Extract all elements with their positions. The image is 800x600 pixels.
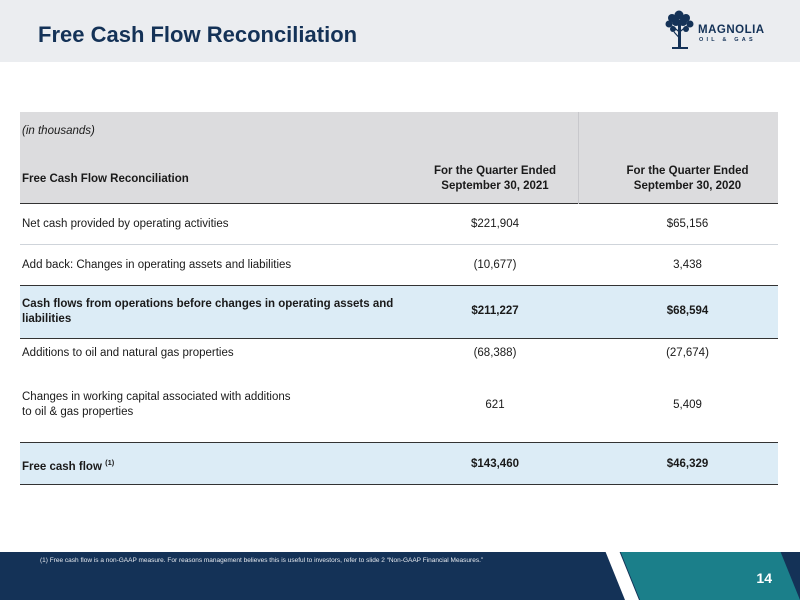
slide-footer: (1) Free cash flow is a non-GAAP measure… [0, 552, 800, 600]
logo-subtitle: OIL & GAS [699, 37, 756, 43]
slide-header: Free Cash Flow Reconciliation [0, 0, 800, 62]
column-header-2020-line2: September 30, 2020 [633, 180, 742, 192]
column-header-2021-line2: September 30, 2021 [441, 180, 549, 192]
footnote: (1) Free cash flow is a non-GAAP measure… [40, 557, 484, 564]
table-row: Net cash provided by operating activitie… [20, 204, 778, 245]
table-header: (in thousands) Free Cash Flow Reconcilia… [20, 112, 778, 204]
column-header-2020: For the Quarter Ended September 30, 2020 [597, 164, 778, 194]
value-2020: 5,409 [673, 399, 702, 411]
value-2020: (27,674) [666, 347, 709, 359]
units-note: (in thousands) [22, 125, 95, 137]
table-row: Changes in working capital associated wi… [20, 369, 778, 443]
table-row: Additions to oil and natural gas propert… [20, 339, 778, 369]
column-divider [578, 112, 579, 204]
table-row-highlight: Cash flows from operations before change… [20, 286, 778, 339]
row-label: Cash flows from operations before change… [22, 298, 394, 325]
table-row-total: Free cash flow (1) $143,460 $46,329 [20, 443, 778, 485]
value-2021: (10,677) [473, 259, 517, 271]
value-2021: (68,388) [473, 347, 517, 359]
value-2020: $65,156 [666, 218, 709, 230]
page-number: 14 [756, 570, 772, 586]
reconciliation-table: (in thousands) Free Cash Flow Reconcilia… [20, 112, 778, 485]
value-2021: $143,460 [471, 458, 519, 470]
value-2020: $46,329 [666, 458, 709, 470]
value-2021: $221,904 [471, 218, 519, 230]
table-row: Add back: Changes in operating assets an… [20, 245, 778, 286]
row-label: Additions to oil and natural gas propert… [22, 347, 234, 359]
row-label: Net cash provided by operating activitie… [22, 218, 229, 230]
company-logo: MAGNOLIA OIL & GAS [662, 10, 782, 52]
row-label: Changes in working capital associated wi… [22, 390, 382, 420]
row-label-line1: Changes in working capital associated wi… [22, 391, 291, 403]
column-header-2021: For the Quarter Ended September 30, 2021 [420, 164, 570, 194]
row-label-text: Free cash flow [22, 461, 102, 473]
column-header-2021-line1: For the Quarter Ended [433, 165, 557, 177]
tree-icon [665, 10, 694, 49]
column-header-2020-line1: For the Quarter Ended [626, 165, 749, 177]
value-2021: $211,227 [471, 305, 519, 317]
row-label: Add back: Changes in operating assets an… [22, 259, 292, 271]
row-label: Free cash flow (1) [22, 458, 114, 473]
footnote-ref: (1) [105, 458, 115, 467]
value-2021: 621 [485, 399, 505, 411]
logo-wordmark: MAGNOLIA [698, 24, 765, 36]
value-2020: $68,594 [666, 305, 709, 317]
column-header-label: Free Cash Flow Reconciliation [22, 173, 189, 185]
value-2020: 3,438 [673, 259, 702, 271]
page-title: Free Cash Flow Reconciliation [38, 22, 358, 47]
footer-teal-block [620, 552, 800, 600]
row-label-line2: to oil & gas properties [22, 406, 134, 418]
